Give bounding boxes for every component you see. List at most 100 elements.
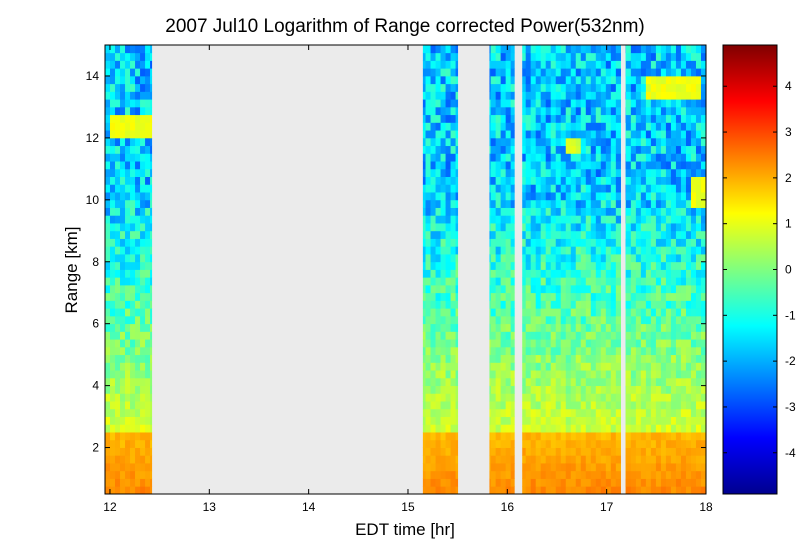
- heatmap-cell: [450, 346, 456, 356]
- heatmap-cell: [645, 114, 652, 123]
- heatmap-cell: [575, 45, 582, 54]
- heatmap-cell: [445, 199, 451, 208]
- heatmap-cell: [590, 192, 597, 201]
- heatmap-cell: [625, 432, 632, 441]
- heatmap-cell: [575, 207, 582, 216]
- heatmap-cell: [540, 168, 547, 177]
- heatmap-cell: [545, 254, 552, 263]
- heatmap-cell: [530, 161, 537, 170]
- heatmap-cell: [540, 45, 547, 54]
- heatmap-cell: [105, 486, 111, 495]
- heatmap-cell: [120, 463, 126, 472]
- heatmap-cell: [685, 199, 692, 208]
- heatmap-cell: [500, 145, 507, 154]
- heatmap-cell: [605, 122, 612, 131]
- heatmap-cell: [560, 145, 567, 154]
- heatmap-cell: [695, 176, 702, 185]
- heatmap-cell: [690, 408, 697, 417]
- heatmap-cell: [645, 331, 652, 340]
- heatmap-cell: [110, 137, 116, 147]
- heatmap-cell: [585, 114, 592, 123]
- heatmap-cell: [700, 114, 707, 123]
- heatmap-cell: [590, 215, 597, 224]
- heatmap-cell: [445, 284, 451, 294]
- heatmap-cell: [495, 370, 502, 379]
- heatmap-cell: [530, 339, 537, 348]
- heatmap-cell: [580, 393, 587, 402]
- heatmap-cell: [490, 68, 497, 77]
- heatmap-cell: [650, 223, 657, 232]
- heatmap-cell: [645, 168, 652, 177]
- heatmap-cell: [115, 401, 121, 410]
- heatmap-cell: [495, 75, 502, 85]
- heatmap-cell: [675, 168, 682, 177]
- heatmap-cell: [435, 137, 441, 147]
- heatmap-cell: [665, 416, 672, 425]
- heatmap-cell: [600, 447, 607, 456]
- heatmap-cell: [645, 393, 652, 402]
- heatmap-cell: [522, 370, 527, 379]
- heatmap-cell: [445, 91, 451, 100]
- heatmap-cell: [660, 439, 667, 448]
- heatmap-cell: [630, 122, 637, 131]
- heatmap-cell: [522, 308, 527, 317]
- heatmap-cell: [545, 68, 552, 77]
- heatmap-cell: [495, 230, 502, 239]
- heatmap-cell: [115, 292, 121, 301]
- heatmap-cell: [615, 346, 621, 356]
- heatmap-cell: [645, 184, 652, 193]
- heatmap-cell: [665, 60, 672, 69]
- heatmap-cell: [585, 447, 592, 456]
- heatmap-cell: [675, 470, 682, 479]
- heatmap-cell: [145, 184, 151, 193]
- heatmap-cell: [640, 230, 647, 239]
- heatmap-cell: [585, 230, 592, 239]
- heatmap-cell: [675, 254, 682, 263]
- heatmap-cell: [150, 401, 153, 410]
- heatmap-cell: [685, 68, 692, 77]
- heatmap-cell: [430, 300, 436, 309]
- heatmap-cell: [660, 230, 667, 239]
- heatmap-cell: [655, 106, 662, 116]
- heatmap-cell: [489, 300, 492, 309]
- heatmap-cell: [555, 439, 562, 448]
- heatmap-cell: [115, 300, 121, 309]
- heatmap-cell: [690, 377, 697, 387]
- heatmap-cell: [525, 52, 532, 61]
- heatmap-cell: [665, 292, 672, 301]
- heatmap-cell: [535, 339, 542, 348]
- heatmap-cell: [650, 137, 657, 147]
- heatmap-cell: [495, 486, 502, 495]
- heatmap-cell: [680, 277, 687, 286]
- heatmap-cell: [575, 385, 582, 394]
- heatmap-cell: [105, 377, 111, 387]
- heatmap-cell: [525, 470, 532, 479]
- heatmap-cell: [695, 385, 702, 394]
- heatmap-cell: [145, 230, 151, 239]
- heatmap-cell: [120, 455, 126, 464]
- heatmap-cell: [450, 362, 456, 371]
- heatmap-cell: [685, 246, 692, 255]
- heatmap-cell: [489, 199, 492, 208]
- heatmap-cell: [530, 176, 537, 185]
- heatmap-cell: [425, 60, 431, 69]
- heatmap-cell: [505, 161, 512, 170]
- heatmap-cell: [535, 300, 542, 309]
- heatmap-cell: [700, 346, 707, 356]
- heatmap-cell: [450, 192, 456, 201]
- heatmap-cell: [695, 470, 702, 479]
- heatmap-cell: [125, 52, 131, 61]
- heatmap-cell: [422, 284, 426, 294]
- heatmap-cell: [695, 292, 702, 301]
- heatmap-cell: [435, 308, 441, 317]
- heatmap-cell: [625, 470, 632, 479]
- heatmap-cell: [522, 385, 527, 394]
- heatmap-cell: [595, 377, 602, 387]
- heatmap-cell: [435, 408, 441, 417]
- heatmap-cell: [665, 377, 672, 387]
- heatmap-cell: [560, 370, 567, 379]
- heatmap-cell: [450, 207, 456, 216]
- heatmap-cell: [430, 346, 436, 356]
- heatmap-cell: [445, 362, 451, 371]
- heatmap-cell: [505, 99, 512, 108]
